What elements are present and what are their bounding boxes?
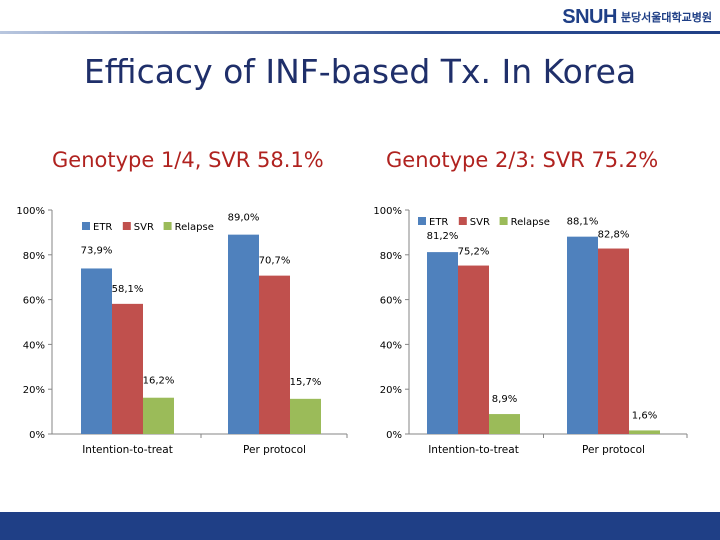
- chart-genotype-1-4: 0% 20% 40% 60% 80% 100% 73,9% 58,1% 16,2% Intenti…: [0, 200, 360, 465]
- legend-swatch-relapse: [499, 217, 508, 225]
- bar-svr: [458, 265, 489, 434]
- y-tick-label: 20%: [23, 385, 45, 396]
- legend-swatch-relapse: [163, 222, 172, 230]
- bar-svr: [259, 275, 290, 434]
- data-label: 73,9%: [81, 245, 113, 256]
- data-label: 81,2%: [427, 231, 459, 242]
- logo-text: 분당서울대학교병원: [620, 11, 712, 24]
- bar-relapse: [629, 430, 660, 434]
- slide-title: Efficacy of INF-based Tx. In Korea: [83, 52, 637, 91]
- data-label: 88,1%: [567, 217, 599, 228]
- legend-label-svr: SVR: [134, 222, 154, 233]
- data-label: 15,7%: [290, 377, 322, 388]
- data-label: 75,2%: [458, 247, 490, 258]
- chart-legend: ETR SVR Relapse: [82, 222, 214, 233]
- bar-etr: [427, 252, 458, 434]
- bar-relapse: [143, 397, 174, 434]
- data-label: 16,2%: [143, 376, 175, 387]
- chart-left-title: Genotype 1/4, SVR 58.1%: [52, 148, 324, 172]
- y-tick-label: 0%: [29, 430, 45, 441]
- legend-label-relapse: Relapse: [175, 222, 214, 233]
- y-tick-label: 60%: [23, 296, 45, 307]
- bar-etr: [81, 268, 112, 434]
- legend-swatch-etr: [418, 217, 426, 225]
- y-tick-label: 80%: [380, 251, 402, 262]
- data-label: 89,0%: [228, 213, 260, 224]
- y-tick-label: 40%: [380, 340, 402, 351]
- bar-svr: [598, 248, 629, 434]
- x-category-label: Intention-to-treat: [428, 444, 519, 456]
- legend-swatch-svr: [122, 222, 131, 230]
- y-tick-label: 60%: [380, 296, 402, 307]
- legend-label-etr: ETR: [93, 222, 112, 233]
- data-label: 8,9%: [492, 394, 517, 405]
- legend-swatch-etr: [82, 222, 90, 230]
- data-label: 1,6%: [632, 410, 657, 421]
- y-tick-label: 0%: [386, 430, 402, 441]
- bar-etr: [567, 236, 598, 434]
- y-tick-label: 100%: [16, 206, 45, 217]
- legend-label-svr: SVR: [470, 217, 490, 228]
- chart-legend: ETR SVR Relapse: [418, 217, 550, 228]
- header-rule: [0, 31, 720, 34]
- data-label: 82,8%: [598, 230, 630, 241]
- x-category-label: Per protocol: [243, 444, 306, 456]
- legend-swatch-svr: [458, 217, 467, 225]
- y-tick-label: 20%: [380, 385, 402, 396]
- y-tick-label: 80%: [23, 251, 45, 262]
- data-label: 58,1%: [112, 284, 144, 295]
- x-category-label: Intention-to-treat: [82, 444, 173, 456]
- data-label: 70,7%: [259, 256, 291, 267]
- y-tick-label: 40%: [23, 340, 45, 351]
- chart-left-svg: 0% 20% 40% 60% 80% 100% 73,9% 58,1% 16,2% Intenti…: [16, 206, 348, 456]
- bar-relapse: [290, 398, 321, 434]
- chart-genotype-2-3: 0% 20% 40% 60% 80% 100% 81,2% 75,2% 8,9% Intentio…: [360, 200, 720, 465]
- legend-label-relapse: Relapse: [511, 217, 550, 228]
- bar-etr: [228, 234, 259, 434]
- bar-svr: [112, 303, 143, 434]
- logo-mark: SNUH: [562, 5, 617, 28]
- x-category-label: Per protocol: [582, 444, 645, 456]
- y-tick-label: 100%: [373, 206, 402, 217]
- hospital-logo: SNUH 분당서울대학교병원: [562, 6, 712, 28]
- chart-right-title: Genotype 2/3: SVR 75.2%: [386, 148, 659, 172]
- legend-label-etr: ETR: [429, 217, 448, 228]
- chart-right-svg: 0% 20% 40% 60% 80% 100% 81,2% 75,2% 8,9% Intentio…: [373, 206, 688, 456]
- footer-bar: [0, 512, 720, 540]
- bar-relapse: [489, 414, 520, 434]
